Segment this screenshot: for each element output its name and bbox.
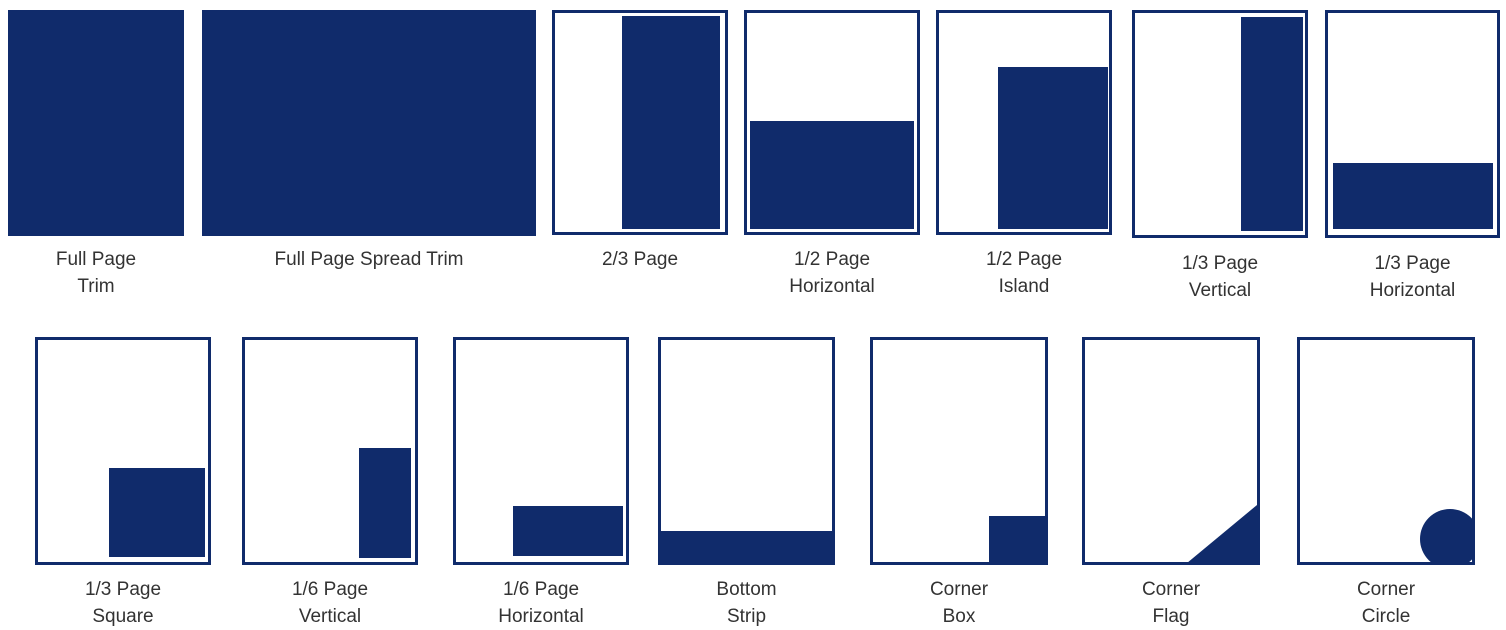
corner-flag-shape [1188,504,1257,562]
half-page-island-fill [998,67,1108,229]
third-page-vertical-diagram [1132,10,1308,238]
half-page-horizontal-label: 1/2 Page Horizontal [789,249,875,297]
half-page-island-label: 1/2 Page Island [985,249,1063,297]
third-page-horizontal-fill [1333,163,1493,229]
full-page-trim-label: Full Page Trim [55,249,137,297]
corner-box-fill [989,516,1045,562]
corner-circle-shape [1420,509,1472,562]
full-page-spread-trim-label: Full Page Spread Trim [274,249,464,270]
sixth-page-horizontal-fill [513,506,623,556]
third-page-square-diagram [35,337,211,565]
sixth-page-vertical-diagram [242,337,418,565]
half-page-horizontal-fill [750,121,914,229]
third-page-horizontal-label: 1/3 Page Horizontal [1369,253,1456,301]
corner-circle-dot [1420,509,1472,562]
sixth-page-horizontal-label: 1/6 Page Horizontal [498,579,584,627]
corner-flag-diagram [1082,337,1260,565]
half-page-horizontal-diagram [744,10,920,235]
half-page-island-diagram [936,10,1112,235]
full-page-trim-diagram [8,10,184,236]
sixth-page-vertical-fill [359,448,411,558]
sixth-page-vertical-label: 1/6 Page Vertical [291,579,369,627]
bottom-strip-label: Bottom Strip [716,579,777,627]
bottom-strip-fill [661,531,832,562]
corner-circle-label: Corner Circle [1356,579,1416,627]
sixth-page-horizontal-diagram [453,337,629,565]
corner-circle-diagram [1297,337,1475,565]
bottom-strip-diagram [658,337,835,565]
full-page-spread-trim-diagram [202,10,536,236]
third-page-square-label: 1/3 Page Square [84,579,162,627]
corner-box-label: Corner Box [929,579,989,627]
corner-flag-label: Corner Flag [1141,579,1201,627]
two-thirds-page-fill [622,16,720,229]
third-page-vertical-label: 1/3 Page Vertical [1181,253,1259,301]
third-page-vertical-fill [1241,17,1303,231]
corner-flag-triangle [1188,504,1257,562]
two-thirds-page-label: 2/3 Page [601,249,679,270]
third-page-horizontal-diagram [1325,10,1500,238]
third-page-square-fill [109,468,205,557]
two-thirds-page-diagram [552,10,728,235]
corner-box-diagram [870,337,1048,565]
